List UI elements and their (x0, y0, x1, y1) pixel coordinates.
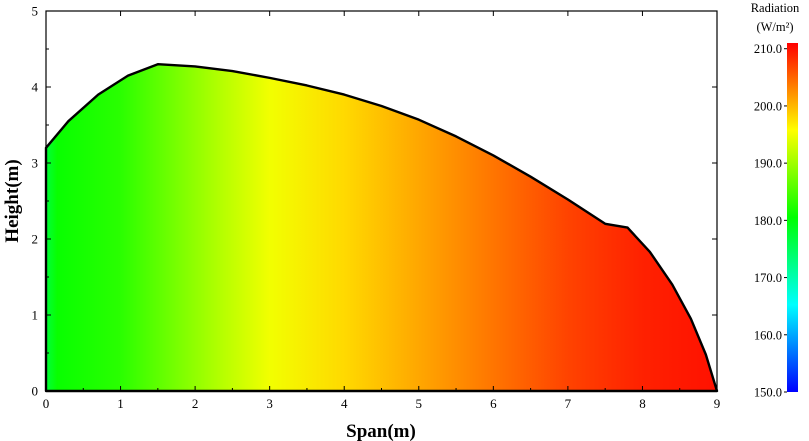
y-tick-label: 4 (32, 80, 39, 95)
colorbar-tick-label: 210.0 (754, 42, 782, 56)
y-tick-label: 0 (32, 384, 39, 399)
x-tick-label: 1 (117, 396, 124, 411)
colorbar-tick-label: 150.0 (754, 386, 782, 400)
x-tick-label: 7 (565, 396, 572, 411)
y-tick-label: 5 (32, 4, 39, 19)
y-tick-label: 2 (32, 232, 39, 247)
x-tick-label: 9 (714, 396, 721, 411)
x-tick-label: 8 (639, 396, 646, 411)
x-axis-ticks: 0 1 2 3 4 5 6 7 8 9 (43, 11, 721, 411)
colorbar-unit: (W/m²) (756, 20, 793, 34)
region-boundary (44, 63, 719, 393)
x-tick-label: 0 (43, 396, 50, 411)
x-tick-label: 6 (490, 396, 497, 411)
colorbar-ticks: 150.0 160.0 170.0 180.0 190.0 200.0 210.0 (754, 42, 787, 400)
colorbar-title: Radiation (751, 1, 800, 15)
x-axis-title: Span(m) (346, 421, 416, 441)
colorbar-scale (787, 43, 798, 392)
y-axis-title: Height(m) (2, 159, 23, 242)
y-tick-label: 1 (32, 308, 39, 323)
colorbar-tick-label: 170.0 (754, 271, 782, 285)
colorbar-tick-label: 160.0 (754, 328, 782, 342)
colorbar: Radiation (W/m²) 150.0 160.0 170.0 180.0 190… (751, 1, 800, 400)
x-tick-label: 4 (341, 396, 348, 411)
plot-area: 0 1 2 3 4 5 6 7 8 9 0 1 2 3 4 5 (32, 4, 721, 412)
y-axis-ticks: 0 1 2 3 4 5 (32, 4, 717, 399)
colorbar-tick-label: 200.0 (754, 99, 782, 113)
x-tick-label: 5 (416, 396, 423, 411)
colorbar-tick-label: 180.0 (754, 214, 782, 228)
x-tick-label: 3 (266, 396, 273, 411)
x-tick-label: 2 (192, 396, 199, 411)
y-tick-label: 3 (32, 156, 39, 171)
colorbar-tick-label: 190.0 (754, 157, 782, 171)
